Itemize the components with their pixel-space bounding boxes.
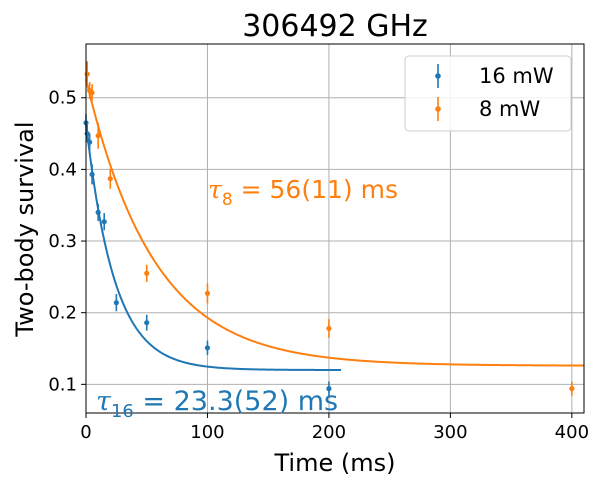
data-point [326, 386, 332, 392]
data-point [113, 300, 119, 306]
y-tick-label: 0.4 [48, 159, 77, 180]
annotation-tau8: τ8 = 56(11) ms [208, 175, 398, 210]
data-point [95, 133, 101, 139]
y-tick-label: 0.3 [48, 231, 77, 252]
x-axis-label: Time (ms) [274, 449, 396, 477]
legend-marker [435, 106, 441, 112]
legend-marker [435, 73, 441, 79]
legend: 16 mW 8 mW [404, 55, 572, 132]
y-tick-label: 0.1 [48, 374, 77, 395]
legend-label: 8 mW [479, 97, 540, 121]
x-tick-label: 0 [80, 422, 91, 443]
data-point [144, 320, 150, 326]
fit-curves [85, 78, 585, 371]
y-tick-label: 0.5 [48, 88, 77, 109]
data-point [87, 139, 93, 145]
x-axis-ticks: 0 100 200 300 400 [80, 413, 589, 443]
data-point [144, 270, 150, 276]
data-point [569, 386, 575, 392]
fit-curve [85, 122, 342, 371]
data-point [89, 90, 95, 96]
chart-title: 306492 GHz [242, 9, 428, 44]
legend-box [404, 55, 572, 132]
data-point [326, 325, 332, 332]
tau16-value: = 23.3(52) ms [134, 386, 338, 417]
x-tick-label: 200 [312, 422, 346, 443]
data-point [84, 71, 90, 77]
y-axis-label: Two-body survival [11, 121, 39, 337]
x-tick-label: 400 [555, 422, 589, 443]
y-tick-label: 0.2 [48, 303, 77, 324]
tau8-value: = 56(11) ms [233, 175, 398, 204]
annotation-tau16: τ16 = 23.3(52) ms [96, 386, 338, 422]
fit-curve [85, 78, 585, 367]
data-point [101, 219, 107, 225]
data-point [95, 209, 101, 215]
plot-frame [85, 43, 585, 414]
x-tick-label: 100 [190, 422, 224, 443]
data-point [204, 345, 211, 351]
y-axis-ticks: 0.1 0.2 0.3 0.4 0.5 [48, 88, 86, 395]
legend-label: 16 mW [479, 64, 554, 88]
data-point [107, 176, 113, 182]
x-tick-label: 300 [433, 422, 467, 443]
data-point [89, 171, 95, 178]
data-point [204, 290, 211, 296]
